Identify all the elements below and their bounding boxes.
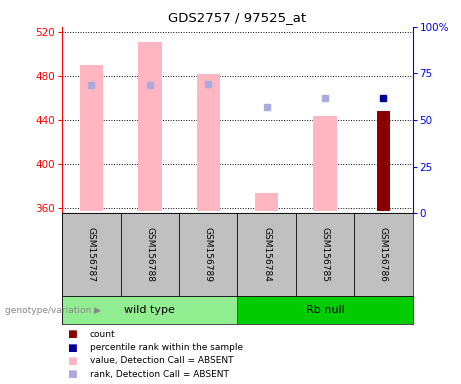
Text: percentile rank within the sample: percentile rank within the sample [90,343,243,352]
Bar [354,213,413,296]
Text: GSM156786: GSM156786 [379,227,388,282]
Text: ■: ■ [67,369,77,379]
Bar [313,116,337,211]
Bar [179,213,237,296]
Text: GSM156788: GSM156788 [145,227,154,282]
Text: count: count [90,329,116,339]
Text: GSM156785: GSM156785 [320,227,330,282]
Text: ■: ■ [67,343,77,353]
Text: ■: ■ [67,329,77,339]
Bar [296,213,354,296]
Text: value, Detection Call = ABSENT: value, Detection Call = ABSENT [90,356,233,366]
Bar [62,213,121,296]
Text: ■: ■ [67,356,77,366]
Bar [237,296,413,324]
Text: Rb null: Rb null [306,305,344,315]
Text: GSM156784: GSM156784 [262,227,271,282]
Text: wild type: wild type [124,305,175,315]
Bar [237,213,296,296]
Bar [255,194,278,211]
Bar [377,111,390,211]
Bar [138,42,161,211]
Bar [62,296,237,324]
Bar [121,213,179,296]
Title: GDS2757 / 97525_at: GDS2757 / 97525_at [168,11,307,24]
Text: genotype/variation ▶: genotype/variation ▶ [5,306,100,314]
Text: GSM156787: GSM156787 [87,227,96,282]
Text: rank, Detection Call = ABSENT: rank, Detection Call = ABSENT [90,370,229,379]
Bar [196,74,220,211]
Bar [80,65,103,211]
Text: GSM156789: GSM156789 [204,227,213,282]
